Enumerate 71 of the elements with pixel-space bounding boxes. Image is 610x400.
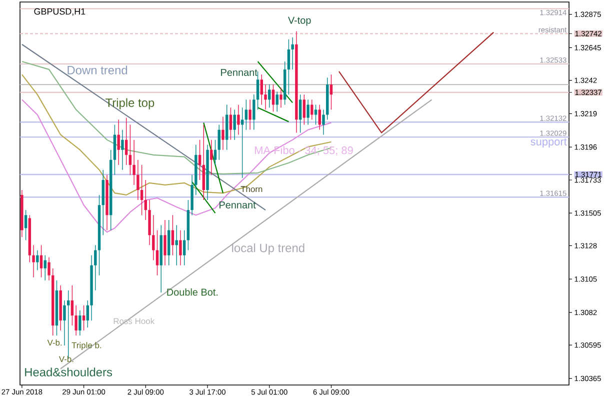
candlestick [310,99,314,120]
candlestick [314,104,318,126]
candlestick [182,230,186,266]
candlestick [32,244,35,278]
annotation: Down trend [68,66,128,74]
candlestick [117,119,120,166]
candlestick [268,84,271,108]
candlestick [272,84,275,112]
annotation: Double Bot. [167,288,218,296]
candlestick [306,99,310,126]
candlestick [229,107,232,140]
candlestick [218,124,220,160]
candlestick [144,180,148,220]
candlestick [36,250,39,271]
candlestick [136,159,140,200]
candlestick [63,300,66,346]
annotation: Thorn [240,186,262,192]
candlestick [124,117,128,166]
candlestick [70,284,74,326]
annotation: V-b. [47,339,62,346]
annotation: support [530,138,567,148]
candlestick [78,310,82,336]
candlestick [244,99,248,130]
annotation: Pennant [220,202,256,208]
candlestick [179,230,182,266]
candlestick [287,39,290,95]
candlestick [252,94,256,130]
candlestick [248,99,252,130]
candlestick [280,87,282,108]
candlestick [152,214,155,261]
candlestick [302,94,306,126]
candlestick [128,124,132,176]
candlestick [164,220,166,266]
candlestick [175,224,178,266]
candlestick [198,139,202,180]
candlestick [237,104,240,136]
candlestick [44,254,46,281]
candlestick [40,244,43,278]
candlestick [132,139,136,186]
candlestick [86,300,90,328]
annotation: V-b. [58,356,74,362]
candlestick [171,214,174,256]
candlestick [256,71,260,110]
candlestick [94,244,97,291]
candlestick [240,107,244,178]
candlestick [260,74,263,106]
candlestick [276,91,278,112]
candlestick [222,116,224,150]
candlestick [264,84,267,110]
candlestick [121,129,124,170]
annotation: MA Fibo - 34; 55; 89 [255,146,353,156]
annotation: Triple b. [72,342,102,350]
candlestick [82,305,86,331]
text: GBPUSD,H1 [34,8,86,16]
candlestick [291,37,294,70]
candlestick [214,139,217,166]
candlestick [74,305,78,336]
candlestick [330,74,333,110]
annotation: local Up trend [232,243,304,255]
candlestick [233,109,236,140]
candlestick [24,210,28,241]
candlestick [156,230,159,276]
annotation: V-top [288,16,311,26]
candlestick [210,139,213,176]
candlestick [48,256,50,281]
candlestick [318,104,321,130]
candlestick [140,164,144,216]
candlestick [298,94,302,134]
annotation: Head&shoulders [25,368,112,376]
candlestick [322,109,325,136]
annotation: Pennant [221,69,258,76]
